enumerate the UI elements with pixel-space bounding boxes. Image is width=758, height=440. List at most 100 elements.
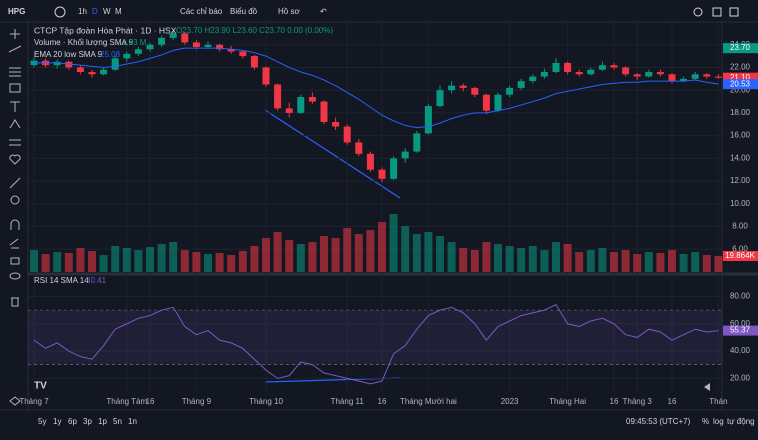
- shape-tool[interactable]: [9, 83, 21, 93]
- measure-tool[interactable]: [9, 177, 21, 189]
- volume-bar: [668, 250, 676, 272]
- scroll-button[interactable]: [704, 383, 710, 391]
- candle-body: [343, 126, 351, 143]
- volume-bar: [134, 250, 143, 272]
- volume-bar: [540, 250, 549, 272]
- volume-bar: [215, 253, 224, 272]
- x-tick-label: 16: [378, 397, 387, 406]
- interval[interactable]: W: [103, 7, 111, 16]
- volume-bar: [656, 253, 665, 272]
- rsi-last-label-bg: [723, 325, 758, 336]
- layout-button[interactable]: Biểu đồ: [230, 7, 258, 16]
- interval[interactable]: M: [115, 7, 122, 16]
- zoom-tool[interactable]: [10, 195, 20, 205]
- fib-tool[interactable]: [9, 67, 21, 77]
- range-button[interactable]: 1n: [128, 417, 137, 426]
- add-symbol[interactable]: [54, 6, 66, 18]
- text-tool[interactable]: [10, 101, 20, 112]
- crosshair-tool[interactable]: [10, 29, 20, 39]
- volume-bar: [41, 254, 50, 272]
- candle-body: [366, 153, 374, 170]
- visibility[interactable]: [9, 272, 21, 280]
- interval[interactable]: 1h: [78, 7, 87, 16]
- symbol[interactable]: HPG: [8, 7, 25, 16]
- range-button[interactable]: 1p: [98, 417, 107, 426]
- volume-bar: [99, 255, 108, 272]
- volume-bar: [436, 236, 444, 272]
- ema-value: 25.08: [100, 50, 121, 59]
- trendline-drawing[interactable]: [264, 109, 401, 199]
- candle-body: [645, 72, 653, 77]
- lock[interactable]: [10, 257, 20, 265]
- interval[interactable]: D: [92, 7, 98, 16]
- object-tree[interactable]: [9, 396, 21, 406]
- chart-title: CTCP Tập đoàn Hòa Phát · 1D · HSX: [34, 25, 177, 35]
- range-button[interactable]: 1y: [53, 417, 61, 426]
- x-tick-label: 2023: [501, 397, 519, 406]
- x-tick-label: Tháng Hai: [549, 397, 586, 406]
- candle-body: [192, 42, 200, 47]
- magnet[interactable]: [10, 219, 20, 230]
- volume-bar: [157, 244, 166, 272]
- volume-bar: [424, 232, 433, 272]
- candle-body: [471, 87, 479, 95]
- candle-body: [703, 74, 711, 77]
- last-close-label-bg: [723, 72, 758, 83]
- fullscreen[interactable]: [712, 7, 722, 17]
- settings[interactable]: [693, 7, 703, 17]
- rsi-tick-label: 60.00: [730, 319, 751, 328]
- rsi-line: [33, 304, 719, 385]
- snapshot[interactable]: [729, 7, 739, 17]
- candle-body: [111, 58, 119, 70]
- rsi-tick-label: 40.00: [730, 346, 751, 355]
- candle-body: [680, 78, 688, 82]
- rsi-value: 30.41: [86, 276, 107, 285]
- y-tick-label: 14.00: [730, 153, 751, 162]
- volume-bar: [702, 255, 711, 272]
- volume-bar: [366, 230, 375, 272]
- undo[interactable]: ↶: [320, 7, 327, 16]
- volume-legend: Volume · Khối lượng SMA 9: [34, 38, 134, 47]
- rsi-band: [28, 310, 722, 365]
- candle-body: [100, 69, 108, 75]
- candle-body: [274, 84, 282, 109]
- candle-body: [656, 72, 664, 75]
- range-button[interactable]: 5n: [113, 417, 122, 426]
- volume-bar: [575, 252, 584, 272]
- candle-body: [169, 33, 177, 38]
- delete[interactable]: [11, 297, 19, 307]
- y-tick-label: 8.00: [732, 222, 748, 231]
- auto-toggle[interactable]: tự động: [727, 417, 755, 426]
- volume-bar: [320, 236, 328, 272]
- candle-body: [297, 97, 305, 113]
- candle-body: [262, 67, 270, 85]
- percent-toggle[interactable]: %: [702, 417, 709, 426]
- volume-bar: [169, 242, 178, 272]
- y-tick-label: 20.00: [730, 85, 751, 94]
- favorites[interactable]: [9, 154, 21, 165]
- x-tick-label: Tháng 3: [623, 397, 653, 406]
- candle-body: [633, 74, 641, 77]
- candle-body: [598, 65, 606, 70]
- indicators-button[interactable]: Các chỉ báo: [180, 7, 223, 16]
- profile-button[interactable]: Hồ sơ: [278, 7, 300, 16]
- log-toggle[interactable]: log: [713, 417, 724, 426]
- volume-bar: [470, 250, 479, 272]
- candle-body: [390, 158, 398, 179]
- rsi-last-label: 55.37: [730, 326, 751, 335]
- ema-legend: EMA 20 low SMA 9: [34, 50, 103, 59]
- pattern-tool[interactable]: [9, 119, 21, 129]
- range-button[interactable]: 5y: [38, 417, 46, 426]
- candle-body: [529, 76, 537, 82]
- candle-body: [622, 67, 630, 75]
- volume-bar: [482, 242, 491, 272]
- range-button[interactable]: 6p: [68, 417, 77, 426]
- trendline-tool[interactable]: [8, 45, 22, 53]
- range-button[interactable]: 3p: [83, 417, 92, 426]
- volume-bar: [505, 246, 514, 272]
- lock-draw[interactable]: [9, 238, 19, 249]
- volume-bar: [598, 248, 607, 272]
- prediction-tool[interactable]: [9, 139, 21, 146]
- volume-bar: [378, 222, 386, 272]
- volume-bar: [552, 242, 560, 272]
